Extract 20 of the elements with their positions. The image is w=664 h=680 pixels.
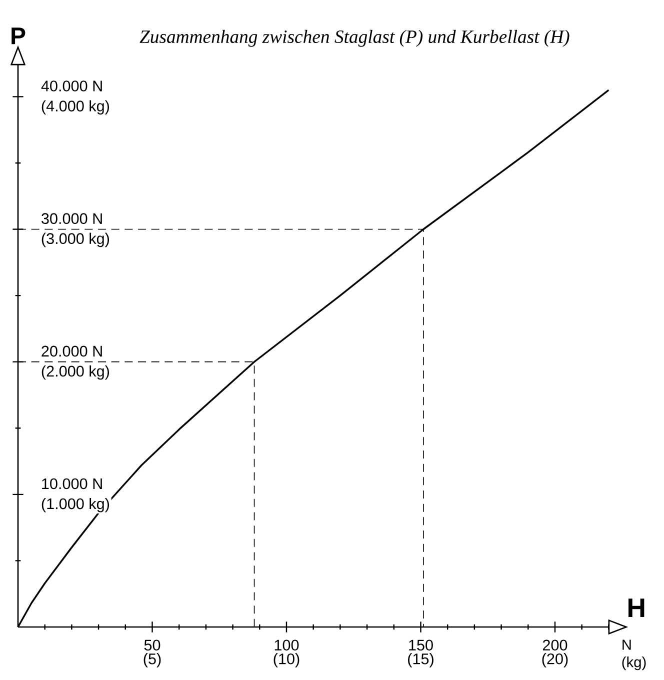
x-tick-label: 150 <box>409 640 433 651</box>
x2-tick-label: (10) <box>274 653 300 668</box>
y2-tick-label: (2.000 kg) <box>42 365 110 380</box>
x-tick-label: 50 <box>144 640 160 651</box>
x-tick-label: 200 <box>542 640 568 651</box>
text: N (kg) <box>622 640 646 670</box>
y-tick-label: 40.000 N <box>41 80 102 92</box>
x2-tick-label: (15) <box>408 653 434 668</box>
x2-tick-label: (20) <box>542 653 568 668</box>
x-tick-label: 100 <box>274 640 299 651</box>
chart-title: Zusammenhang zwischen Staglast (P) und Kurbellast (H) <box>140 30 570 47</box>
y-tick-label: 30.000 N <box>42 213 102 224</box>
y2-tick-label: (3.000 kg) <box>42 232 110 248</box>
x2-tick-label: (5) <box>144 653 161 668</box>
y-tick-label: 10.000 N <box>42 478 102 490</box>
y-axis-title: P <box>12 28 26 44</box>
y2-tick-label: (1.000 kg) <box>42 498 110 512</box>
y2-tick-label: (4.000 kg) <box>42 100 110 114</box>
y-tick-label: 20.000 N <box>42 346 102 357</box>
x-axis-title: H <box>628 598 644 617</box>
